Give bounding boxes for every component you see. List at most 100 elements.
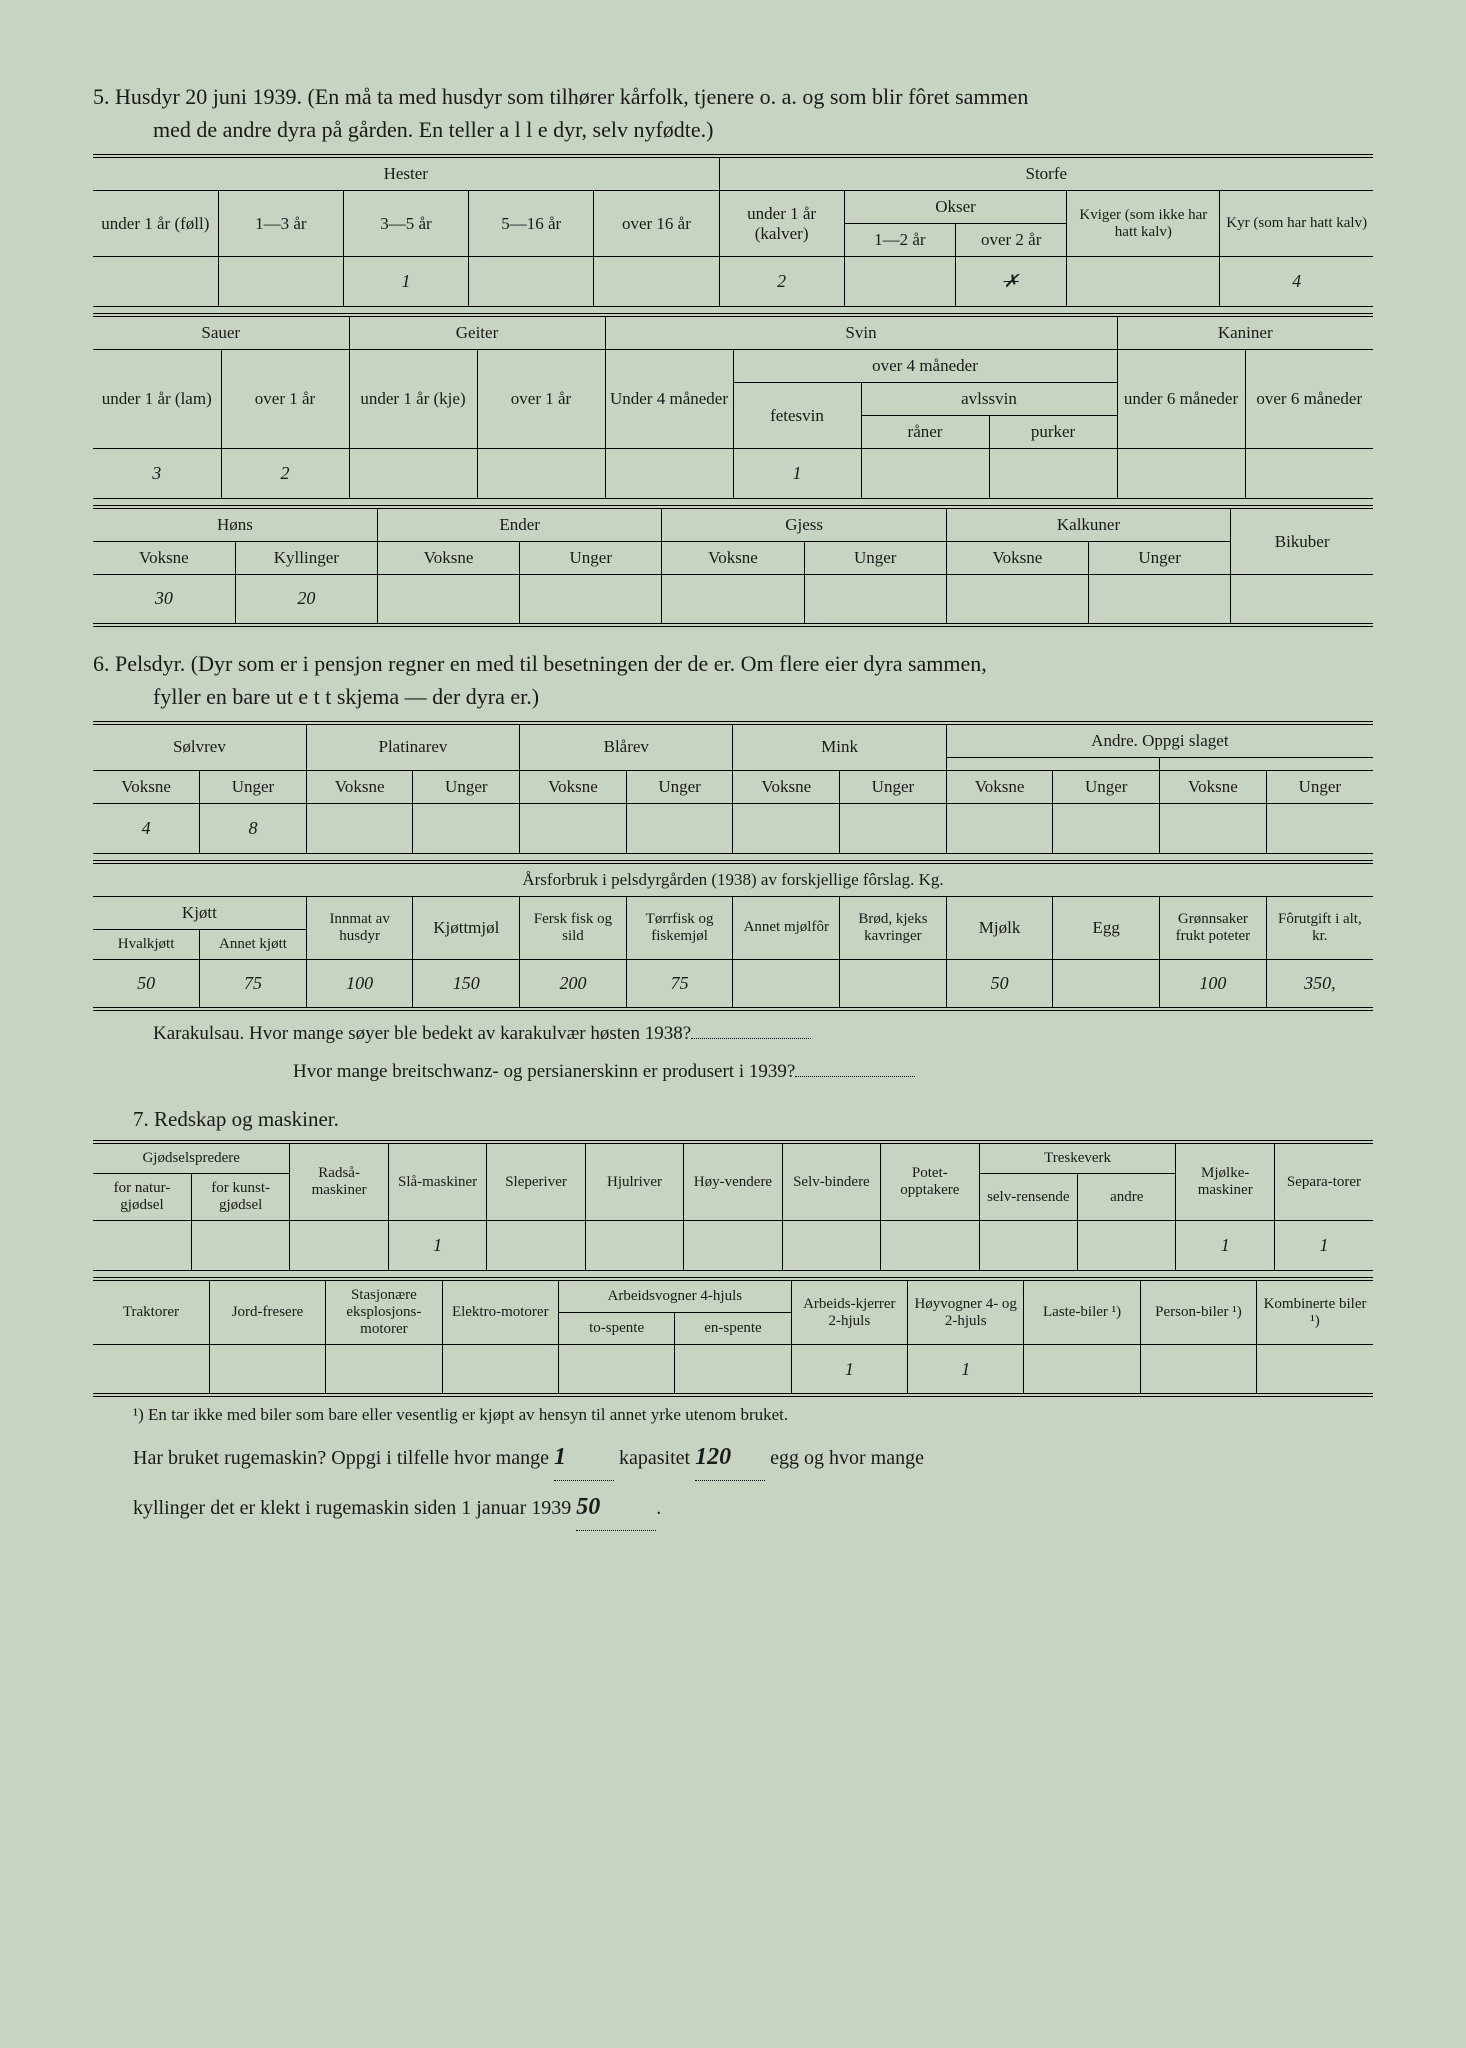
v52-2 [349,449,477,499]
c71-sla: Slå-maskiner [388,1142,486,1221]
col-1-3: 1—3 år [218,191,343,257]
c72-kombi: Kombinerte biler ¹) [1257,1279,1373,1345]
g-mink: Mink [733,723,946,771]
s61-1: Unger [200,770,307,803]
c71-selvrens: selv-rensende [979,1174,1077,1221]
col-okser: Okser [844,191,1067,224]
v71-5 [585,1221,683,1271]
c72-jord: Jord-fresere [209,1279,325,1345]
table-arsforbruk: Årsforbruk i pelsdyrgården (1938) av for… [93,860,1373,1012]
grp-bikuber: Bikuber [1231,507,1373,575]
section5-title-line2: med de andre dyra på gården. En teller a… [93,113,1373,146]
v71-4 [487,1221,585,1271]
g-andre-blank2 [1160,757,1373,770]
col-kyr: Kyr (som har hatt kalv) [1220,191,1373,257]
v72-10 [1257,1345,1373,1395]
v62-3: 150 [413,959,520,1009]
table-pelsdyr: Sølvrev Platinarev Blårev Mink Andre. Op… [93,721,1373,854]
v71-7 [782,1221,880,1271]
v71-10 [1078,1221,1176,1271]
table-redskap-2: Traktorer Jord-fresere Stasjonære eksplo… [93,1277,1373,1397]
s53-0: Voksne [93,542,235,575]
question-kyllinger: kyllinger det er klekt i rugemaskin side… [133,1481,1373,1531]
v52-3 [477,449,605,499]
c62-hval: Hvalkjøtt [93,929,200,959]
c-svin-over4: over 4 måneder [733,350,1117,383]
v52-6 [861,449,989,499]
s61-5: Unger [626,770,733,803]
c71-potet: Potet-opptakere [881,1142,979,1221]
s61-6: Voksne [733,770,840,803]
c62-forut: Fôrutgift i alt, kr. [1266,896,1373,959]
v53-0: 30 [93,575,235,625]
v61-3 [413,803,520,853]
v61-5 [626,803,733,853]
val-antall: 1 [554,1431,614,1481]
c72-elektro: Elektro-motorer [442,1279,558,1345]
grp-ender: Ender [377,507,661,542]
section6-title: 6. Pelsdyr. (Dyr som er i pensjon regner… [93,647,1373,713]
v62-5: 75 [626,959,733,1009]
v62-8: 50 [946,959,1053,1009]
c-geit-over1: over 1 år [477,350,605,449]
v52-8 [1117,449,1245,499]
group-hester: Hester [93,156,719,191]
c71-mjolke: Mjølke-maskiner [1176,1142,1274,1221]
c72-enspent: en-spente [675,1313,791,1345]
table-hester-storfe: Hester Storfe under 1 år (føll) 1—3 år 3… [93,154,1373,307]
s53-6: Voksne [946,542,1088,575]
s53-1: Kyllinger [235,542,377,575]
grp-svin: Svin [605,315,1117,350]
v52-1: 2 [221,449,349,499]
g-blarev: Blårev [520,723,733,771]
col-5-16: 5—16 år [469,191,594,257]
v52-5: 1 [733,449,861,499]
c71-gjodsel: Gjødselspredere [93,1142,290,1174]
c72-laste: Laste-biler ¹) [1024,1279,1140,1345]
c-fetesvin: fetesvin [733,383,861,449]
s61-8: Voksne [946,770,1053,803]
c62-brod: Brød, kjeks kavringer [840,896,947,959]
v61-11 [1266,803,1373,853]
col-kalver: under 1 år (kalver) [719,191,844,257]
s61-7: Unger [840,770,947,803]
section5-title: 5. Husdyr 20 juni 1939. (En må ta med hu… [93,80,1373,146]
c71-separ: Separa-torer [1274,1142,1373,1221]
v61-6 [733,803,840,853]
c62-kjottmjol: Kjøttmjøl [413,896,520,959]
question-rugemaskin: Har bruket rugemaskin? Oppgi i tilfelle … [133,1431,1373,1481]
c71-natur: for natur-gjødsel [93,1174,191,1221]
v71-3: 1 [388,1221,486,1271]
c-lam: under 1 år (lam) [93,350,221,449]
val-5-1-8 [1067,257,1220,307]
grp-geiter: Geiter [349,315,605,350]
c-sau-over1: over 1 år [221,350,349,449]
v62-2: 100 [306,959,413,1009]
v61-4 [520,803,627,853]
v62-6 [733,959,840,1009]
v71-8 [881,1221,979,1271]
c62-annet: Annet mjølfôr [733,896,840,959]
v72-8 [1024,1345,1140,1395]
c62-fersk: Fersk fisk og sild [520,896,627,959]
grp-gjess: Gjess [662,507,946,542]
c72-tospent: to-spente [558,1313,674,1345]
val-kapasitet: 120 [695,1431,765,1481]
s61-0: Voksne [93,770,200,803]
s61-11: Unger [1266,770,1373,803]
karakul-line1: Karakulsau. Hvor mange søyer ble bedekt … [153,1017,1373,1051]
v52-0: 3 [93,449,221,499]
c72-traktor: Traktorer [93,1279,209,1345]
v62-9 [1053,959,1160,1009]
s53-4: Voksne [662,542,804,575]
col-okser-over2: over 2 år [956,224,1067,257]
val-5-1-4 [594,257,719,307]
v53-8 [1231,575,1373,625]
v52-7 [989,449,1117,499]
val-5-1-9: 4 [1220,257,1373,307]
c71-andre: andre [1078,1174,1176,1221]
c-kje: under 1 år (kje) [349,350,477,449]
c72-hoyvogn: Høyvogner 4- og 2-hjuls [908,1279,1024,1345]
v53-5 [804,575,946,625]
s61-4: Voksne [520,770,627,803]
